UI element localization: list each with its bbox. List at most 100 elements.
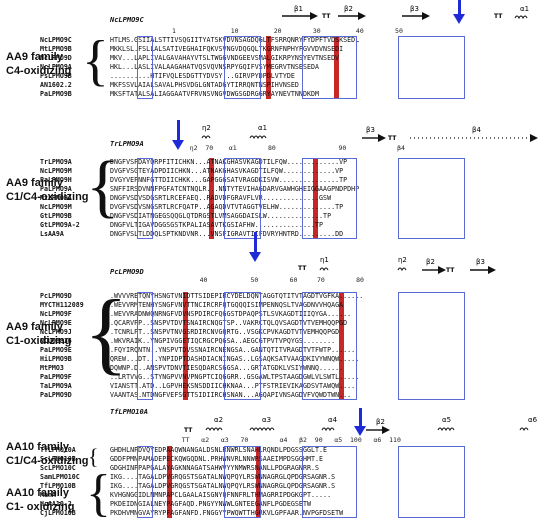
family-name: AA9 family [6,321,63,333]
conserved-residue-highlight [266,63,272,72]
conserved-residue-highlight [333,63,339,72]
conserved-residue-highlight [208,158,214,167]
beta4-arrowhead [530,134,538,142]
sequence-name: HcAA10-2 [40,500,72,508]
sequence-residues: ..LRTVVG..STYNGPVVNVPNGPTCIQGGRR..GSGAWL… [110,373,360,381]
ss-label-tt: TT [322,13,331,20]
alignment-row: PaLPMO9H DVGYVEPNNFGTTDIICHKK...GAPGGGSAT… [40,176,480,185]
family-label-2: AA9 family C1/C4-oxidizing [6,176,89,204]
group-brace: { [86,148,120,225]
conserved-residue-highlight [312,212,318,221]
sequence-residues: KVHGNGGIDLNMNPAPCLGAALAISGNYQFNNFRLTHMAG… [110,491,332,499]
sequence-residues: DVGFVSDVSNGSRTLRCFQATP..AGAQDVTVTAGGTVEL… [110,203,344,211]
sequence-residues: DNGFVSLTLDDQLSPTKNDVNR...VNSFIGRAVTIIFDV… [110,230,344,238]
sequence-name: MYCTH112089 [40,301,84,309]
conserved-residue-highlight [338,346,344,355]
conserved-residue-highlight [182,310,188,319]
sequence-name: PaLPMO9D [40,391,72,399]
sequence-name: GtLPMO9B [40,212,72,220]
conserved-residue-highlight [312,176,318,185]
alignment-row: GtLPMO9A-2 DNGFVLTIGAVDGGSGSTKPALIASAVTKG… [40,221,480,230]
conserved-residue-highlight [338,328,344,337]
alignment-row: PsLPMO9B ..........HTIFVQLESDGTTYDVSY...G… [40,72,480,81]
similarity-box [302,446,357,518]
sequence-residues: IKG....TAGALDPVGRQGSTSGATALNWQPQYLRSWNNA… [110,482,336,490]
conserved-residue-highlight [182,373,188,382]
alignment-row: NcLPMO9M DVGFVSDVSNGSRTLRCFQATP..AGAQDVTV… [40,203,480,212]
alignment-row: ScLPMO10B GDDFPMNPAMADEPECKQWGQDNL.PRHWNV… [40,455,480,464]
conserved-residue-highlight [182,292,188,301]
conserved-residue-highlight [338,319,344,328]
alignment-row: PaLPMO9D VAANTAS.NTDNGFVEFSGTTSIDIIRCHSNA… [40,391,480,400]
conserved-residue-highlight [338,373,344,382]
conserved-residue-highlight [182,355,188,364]
oxidation-type: C4-oxidizing [6,65,72,77]
sequence-name: ManA [40,491,56,499]
similarity-box [398,158,466,239]
ss-label-eta2: η2 [202,124,211,132]
sequence-residues: .WEVVRMTENHYSNGFVNVTTNCIRCRFQTGQQQISIMPE… [110,301,344,309]
sequence-name: TfLPMO10A [40,446,76,454]
conserved-residue-highlight [167,455,173,464]
conserved-residue-highlight [208,221,214,230]
alignment-row: PaLPMO9E .FQYIRQNTN..YNSPVTDVSSNAIRCNENGS… [40,346,480,355]
conserved-residue-highlight [167,500,173,509]
sequence-name: NcLPMO9M [40,203,72,211]
sequence-residues: DQWNP.D..ANSPVTDNVTIESQDARCSGGSA...GRTAT… [110,364,344,372]
ss-label-alpha6: α6 [528,416,538,424]
family-label-4b: AA10 family C1- oxidizing [6,486,74,514]
beta3-strand [470,266,496,274]
alignment-row: NcLPMO9F .WEVVRADNWQNRNGFVDVNSPDIRCFQGGST… [40,310,480,319]
conserved-residue-highlight [208,185,214,194]
similarity-box [137,292,153,400]
sequence-name: PaLPMO9H [40,176,72,184]
secondary-structure-track: β1 TT β2 β3 TT α1 [282,5,529,20]
ss-label-beta2: β2 [376,418,385,426]
alpha5-helix [437,427,455,432]
conserved-residue-highlight [167,473,173,482]
reference-name: TrLPMO9A [110,140,144,148]
sequence-name: PaLPMO9E [40,346,72,354]
sequence-residues: DNGFVLTIGAVDGGSGSTKPALIASAVTKGSIAFHW....… [110,221,324,229]
conserved-residue-highlight [266,54,272,63]
sequence-residues: DVGFVSGTEYADPDIICHKN...ATNAKGHASVKAGDTIL… [110,167,344,175]
similarity-box [224,446,261,518]
alpha6-helix [519,427,529,432]
position-ruler: 40 50 60 70 80 [180,276,364,284]
beta2-strand [422,266,446,274]
alignment-row: CjLPMO10B PKDHVMNGVAYRYPFAGFANFD.FNGGYYPW… [40,509,480,518]
alignment-row: HcAA10-2 PKDEIDNGIALNEYPAGFAQD.PNGYYNWWLG… [40,500,480,509]
sequence-residues: MKFSSVLAIALSAVALPHSVDGLGNTADGYTIRRQNTNSP… [110,81,299,89]
group-brace: { [82,30,109,92]
reference-name: PcLPMO9D [110,268,144,276]
secondary-structure-track: TT α2 α3 α4 β2 α5 α6 [184,416,538,434]
alignment-row: ManA KVHGNGGIDLNMNPAPCLGAALAISGNYQFNNFRLT… [40,491,480,500]
alignment-row: MtPMO3 DQWNP.D..ANSPVTDNVTIESQDARCSGGSA..… [40,364,480,373]
similarity-box [224,292,261,400]
secondary-structure-track: TT η1 η2 β2 TT β3 [298,256,496,274]
sequence-residues: .QCARVPP..SNSPVTDVTSNAIRCNQGTSP..VAKRCTQ… [110,319,348,327]
group-brace: { [86,465,111,522]
conserved-residue-highlight [333,90,339,99]
ss-label-eta1: η1 [320,256,329,264]
ss-label-alpha1: α1 [520,5,529,13]
ss-label-beta3: β3 [476,258,485,266]
sequence-name: ScLPMO10C [40,464,76,472]
conserved-residue-highlight [182,382,188,391]
alignment-row: TaLPMO9A VIANSTT.ATD..LGPVHEKSNSDDIICHKNA… [40,382,480,391]
conserved-residue-highlight [312,185,318,194]
family-name: AA9 family [6,177,63,189]
sequence-name: ScLPMO10B [40,455,76,463]
sequence-name: HiLPMO9B [40,355,72,363]
ss-label-beta1: β1 [294,5,303,13]
beta3-strand [362,134,386,142]
oxidation-type: C1/C4-oxidizing [6,455,89,467]
ss-label-alpha2: α2 [214,416,223,424]
conserved-residue-highlight [208,230,214,239]
sequence-residues: HTLMS.GSIIALSTTIVSQGIITYATSKVDVNSAGDQGLT… [110,36,360,44]
alignment-row: NcLPMO9C HTLMS.GSIIALSTTIVSQGIITYATSKVDVN… [40,36,480,45]
alignment-row: TfLPMO10A GHDHLNPDVQYEDPAAQWNANGALDSNLRNW… [40,446,480,455]
conserved-residue-highlight [333,54,339,63]
eta2-helix [201,135,211,140]
ss-label-tt-2: TT [446,267,455,274]
